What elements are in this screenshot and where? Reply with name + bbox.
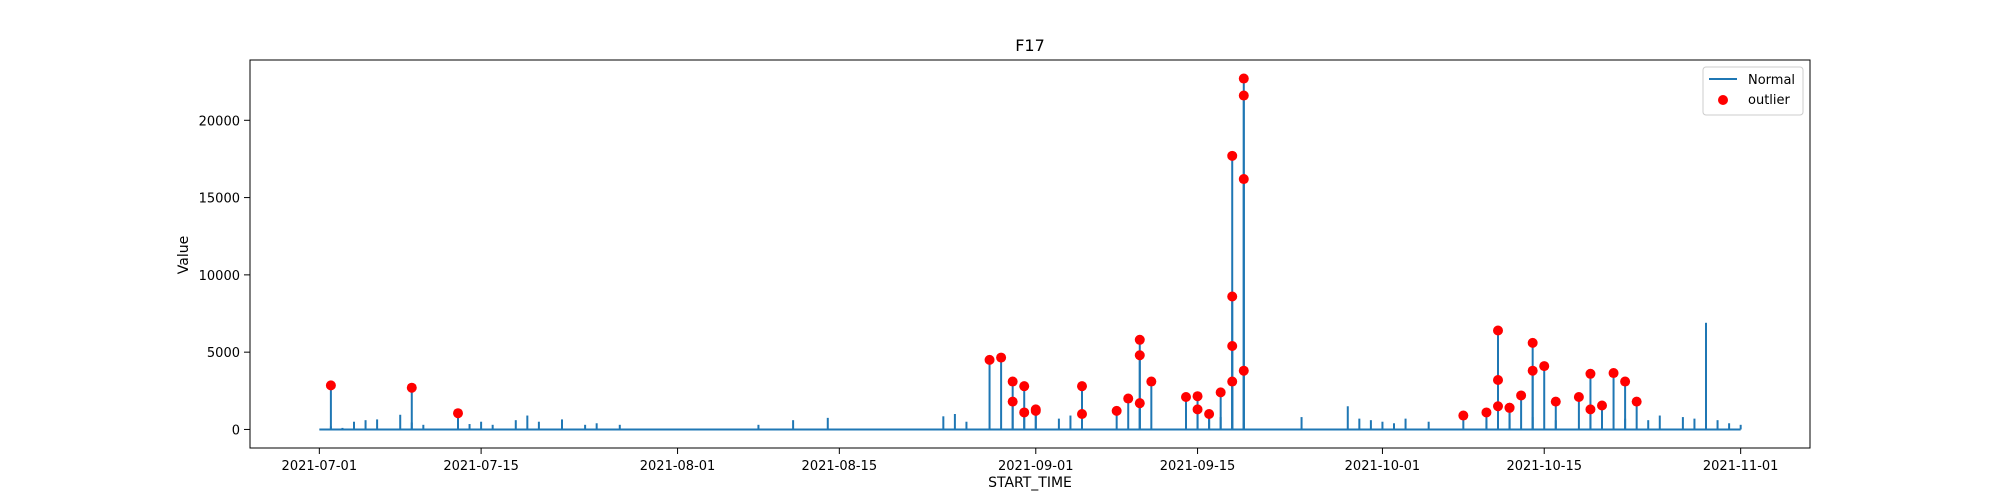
outlier-point [996,352,1007,363]
x-tick-label: 2021-11-01 [1703,459,1779,474]
outlier-point [1134,350,1145,361]
outlier-point [1608,368,1619,379]
outlier-point [1077,381,1087,392]
x-tick-label: 2021-09-01 [998,459,1074,474]
outlier-point [1585,404,1596,415]
outlier-point [1597,400,1607,411]
x-tick-label: 2021-10-01 [1345,459,1421,474]
outlier-point [1019,407,1030,418]
outlier-point [1134,334,1145,345]
outlier-point [1227,340,1238,351]
x-tick-label: 2021-07-01 [282,459,358,474]
x-tick-label: 2021-08-15 [802,459,878,474]
outlier-point [1238,73,1249,84]
outlier-point [406,382,417,393]
outlier-point [1181,391,1191,402]
legend-label-normal: Normal [1748,73,1795,88]
outlier-point [1238,365,1249,376]
x-tick-label: 2021-08-01 [640,459,716,474]
outlier-point [1527,365,1538,376]
outlier-point [1077,408,1087,419]
outlier-point [1516,390,1527,401]
y-tick-label: 10000 [199,269,240,284]
x-axis: 2021-07-01 2021-07-15 2021-08-01 2021-08-15… [282,448,1779,474]
x-tick-label: 2021-09-15 [1160,459,1236,474]
outlier-point [1215,387,1226,398]
legend: Normal outlier [1702,66,1804,116]
x-tick-label: 2021-10-15 [1506,459,1582,474]
outlier-point [1192,404,1203,415]
y-tick-label: 5000 [207,346,240,361]
outlier-point [1550,396,1561,407]
outlier-point [1227,150,1238,161]
y-tick-label: 0 [232,423,240,438]
outlier-point [1123,393,1134,404]
outlier-point [1019,381,1030,392]
y-tick-label: 15000 [199,192,240,207]
outlier-point [325,380,336,391]
outlier-point [453,408,463,419]
x-tick-label: 2021-07-15 [443,459,519,474]
outlier-point [1573,391,1584,402]
outlier-point [1481,407,1492,418]
outlier-point [1458,410,1469,421]
outlier-point [1111,405,1122,416]
outlier-point [1585,368,1596,379]
y-axis: 0 5000 10000 15000 20000 [199,114,250,438]
outlier-point [1192,391,1203,402]
outlier-point [1007,396,1018,407]
outlier-point [1227,376,1238,387]
legend-outlier-swatch [1718,95,1728,105]
outlier-point [1146,376,1157,387]
plot-area [249,59,1811,449]
outlier-point [1631,396,1642,407]
outlier-point [1134,398,1145,409]
outlier-point [1204,408,1215,419]
outlier-point [1238,174,1249,185]
outlier-point [1030,405,1041,416]
outlier-point [1539,361,1550,372]
x-axis-label: START_TIME [988,475,1072,491]
chart-title: F17 [1015,36,1045,55]
y-axis-label: Value [176,236,192,274]
outlier-point [1527,337,1538,348]
outlier-layer [325,73,1642,421]
y-tick-label: 20000 [199,114,240,129]
outlier-point [1493,325,1503,336]
outlier-point [1227,291,1238,302]
outlier-point [984,354,995,365]
outlier-point [1504,402,1515,413]
outlier-point [1238,90,1249,101]
outlier-point [1620,376,1631,387]
outlier-point [1007,376,1018,387]
legend-label-outlier: outlier [1748,93,1791,108]
outlier-point [1493,401,1503,412]
outlier-point [1493,374,1503,385]
